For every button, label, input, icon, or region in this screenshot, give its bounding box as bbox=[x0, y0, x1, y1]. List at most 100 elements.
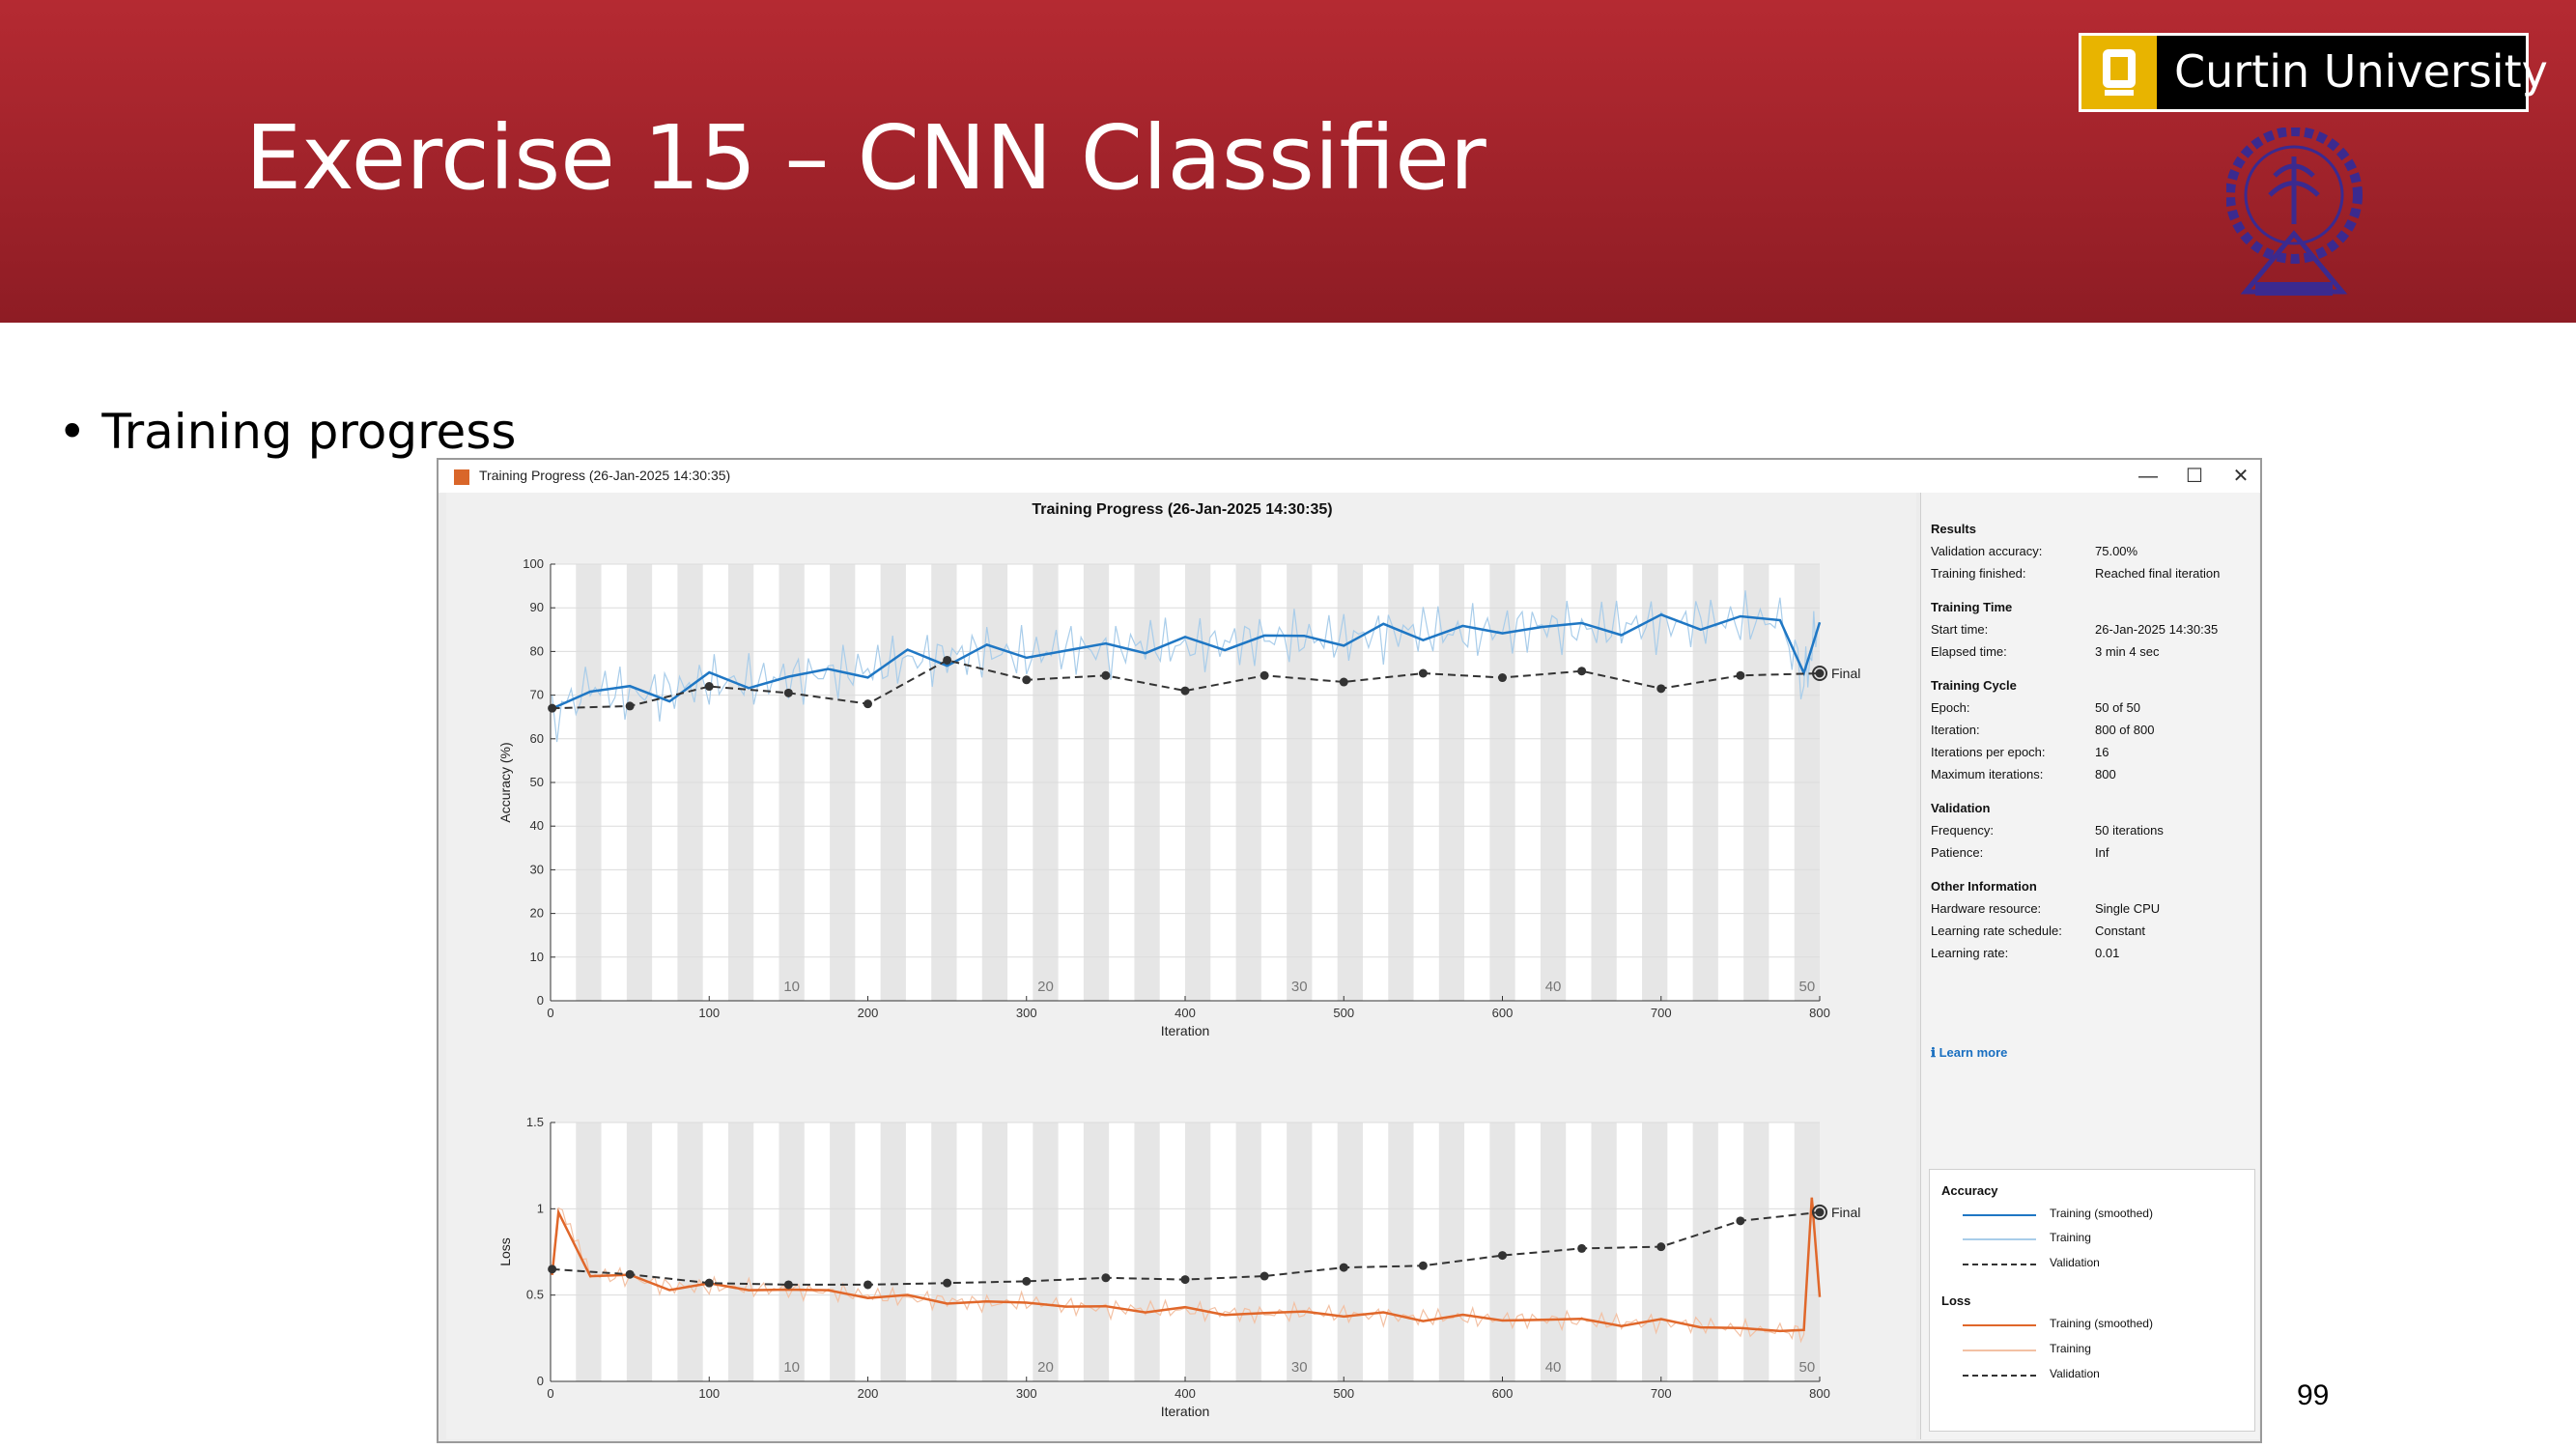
result-label: Validation accuracy: bbox=[1931, 544, 2043, 558]
x-tick-label: 700 bbox=[1651, 1386, 1672, 1401]
x-tick-label: 600 bbox=[1492, 1386, 1514, 1401]
y-tick-label: 80 bbox=[530, 643, 544, 658]
learn-more-link[interactable]: ℹ Learn more bbox=[1931, 1045, 2008, 1060]
epoch-label: 40 bbox=[1545, 979, 1562, 995]
epoch-label: 20 bbox=[1037, 979, 1054, 995]
legend-acc-validation: Validation bbox=[2050, 1256, 2100, 1269]
result-label: Learning rate schedule: bbox=[1931, 923, 2062, 938]
section-title: Training Time bbox=[1931, 600, 2013, 614]
legend-acc-training: Training bbox=[2050, 1231, 2091, 1244]
minimize-button[interactable]: — bbox=[2138, 466, 2158, 487]
result-value: 75.00% bbox=[2095, 544, 2138, 558]
result-label: Start time: bbox=[1931, 622, 1989, 637]
validation-point bbox=[1101, 1273, 1111, 1283]
legend-loss-smoothed: Training (smoothed) bbox=[2050, 1317, 2153, 1330]
validation-point bbox=[1656, 684, 1666, 694]
validation-point bbox=[783, 688, 793, 697]
close-button[interactable]: ✕ bbox=[2232, 466, 2250, 487]
y-tick-label: 1.5 bbox=[526, 1115, 544, 1129]
y-tick-label: 100 bbox=[523, 556, 544, 571]
validation-point bbox=[1736, 1216, 1745, 1226]
y-tick-label: 40 bbox=[530, 818, 544, 833]
legend-loss-training: Training bbox=[2050, 1342, 2091, 1355]
x-tick-label: 700 bbox=[1651, 1006, 1672, 1020]
x-tick-label: 600 bbox=[1492, 1006, 1514, 1020]
epoch-band bbox=[727, 1122, 754, 1381]
legend-acc-training-swatch bbox=[1963, 1238, 2036, 1240]
legend-loss-validation-swatch bbox=[1963, 1375, 2036, 1377]
result-value: Inf bbox=[2095, 845, 2109, 860]
final-marker bbox=[1812, 666, 1827, 681]
legend-loss-training-swatch bbox=[1963, 1350, 2036, 1351]
validation-point bbox=[1022, 675, 1032, 685]
legend: Accuracy Training (smoothed) Training Va… bbox=[1929, 1169, 2255, 1432]
maximize-button[interactable]: ☐ bbox=[2186, 466, 2203, 487]
result-value: 50 of 50 bbox=[2095, 700, 2140, 715]
epoch-band bbox=[1743, 1122, 1769, 1381]
epoch-band bbox=[1591, 1122, 1617, 1381]
validation-point bbox=[1260, 1271, 1269, 1281]
epoch-label: 10 bbox=[783, 1359, 800, 1376]
window-titlebar: Training Progress (26-Jan-2025 14:30:35)… bbox=[439, 460, 2260, 493]
section-title: Training Cycle bbox=[1931, 678, 2017, 693]
legend-loss-smoothed-swatch bbox=[1963, 1324, 2036, 1326]
section-title: Other Information bbox=[1931, 879, 2037, 894]
result-value: 3 min 4 sec bbox=[2095, 644, 2160, 659]
epoch-label: 30 bbox=[1291, 979, 1308, 995]
validation-point bbox=[1339, 1263, 1348, 1272]
y-tick-label: 0 bbox=[537, 993, 544, 1008]
y-axis-label: Loss bbox=[497, 1237, 513, 1266]
epoch-label: 40 bbox=[1545, 1359, 1562, 1376]
y-tick-label: 50 bbox=[530, 775, 544, 789]
epoch-label: 50 bbox=[1799, 1359, 1816, 1376]
y-tick-label: 0.5 bbox=[526, 1288, 544, 1302]
crest-icon bbox=[2081, 36, 2157, 109]
x-tick-label: 300 bbox=[1016, 1006, 1037, 1020]
x-tick-label: 200 bbox=[858, 1006, 879, 1020]
epoch-label: 50 bbox=[1799, 979, 1816, 995]
epoch-band bbox=[880, 1122, 906, 1381]
final-marker bbox=[1812, 1204, 1827, 1220]
validation-point bbox=[1418, 1261, 1428, 1270]
x-tick-label: 0 bbox=[547, 1386, 553, 1401]
logo-text: Curtin University bbox=[2174, 45, 2548, 98]
epoch-band bbox=[626, 1122, 653, 1381]
validation-point bbox=[548, 1264, 557, 1274]
result-value: 26-Jan-2025 14:30:35 bbox=[2095, 622, 2219, 637]
x-tick-label: 300 bbox=[1016, 1386, 1037, 1401]
y-tick-label: 90 bbox=[530, 600, 544, 614]
x-tick-label: 0 bbox=[547, 1006, 553, 1020]
result-label: Training finished: bbox=[1931, 566, 2026, 581]
epoch-band bbox=[1388, 1122, 1414, 1381]
result-label: Iteration: bbox=[1931, 723, 1980, 737]
epoch-band bbox=[1438, 1122, 1465, 1381]
y-tick-label: 30 bbox=[530, 862, 544, 876]
y-tick-label: 0 bbox=[537, 1374, 544, 1388]
epoch-band bbox=[1134, 1122, 1160, 1381]
validation-point bbox=[1180, 686, 1190, 696]
epoch-band bbox=[981, 1122, 1008, 1381]
epoch-label: 20 bbox=[1037, 1359, 1054, 1376]
epoch-label: 30 bbox=[1291, 1359, 1308, 1376]
epoch-band bbox=[1287, 1122, 1313, 1381]
legend-accuracy-title: Accuracy bbox=[1941, 1183, 1998, 1198]
epoch-band bbox=[830, 1122, 856, 1381]
result-label: Patience: bbox=[1931, 845, 1984, 860]
validation-point bbox=[1260, 670, 1269, 680]
x-tick-label: 800 bbox=[1809, 1006, 1830, 1020]
legend-acc-smoothed: Training (smoothed) bbox=[2050, 1207, 2153, 1220]
result-value: 800 of 800 bbox=[2095, 723, 2155, 737]
plot-title: Training Progress (26-Jan-2025 14:30:35) bbox=[1032, 501, 1332, 518]
x-axis-label: Iteration bbox=[1161, 1404, 1210, 1419]
validation-point bbox=[1498, 673, 1507, 683]
validation-point bbox=[1498, 1251, 1507, 1261]
bullet-training-progress: • Training progress bbox=[58, 404, 517, 460]
result-label: Learning rate: bbox=[1931, 946, 2009, 960]
learn-more-label: Learn more bbox=[1939, 1045, 2008, 1060]
validation-point bbox=[1418, 668, 1428, 678]
validation-point bbox=[625, 701, 635, 711]
results-panel: Results Validation accuracy: 75.00% Trainin… bbox=[1920, 493, 2259, 1439]
legend-acc-smoothed-swatch bbox=[1963, 1214, 2036, 1216]
x-tick-label: 800 bbox=[1809, 1386, 1830, 1401]
institute-seal-icon bbox=[2225, 127, 2381, 301]
